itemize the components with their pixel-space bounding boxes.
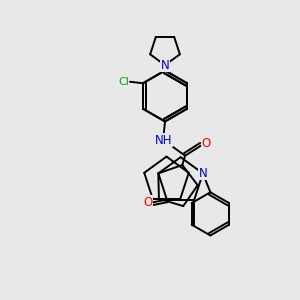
Text: O: O (202, 137, 211, 150)
Text: N: N (199, 167, 207, 180)
Text: NH: NH (155, 134, 172, 147)
Text: O: O (144, 196, 153, 209)
Text: N: N (160, 58, 169, 72)
Text: Cl: Cl (118, 77, 129, 87)
